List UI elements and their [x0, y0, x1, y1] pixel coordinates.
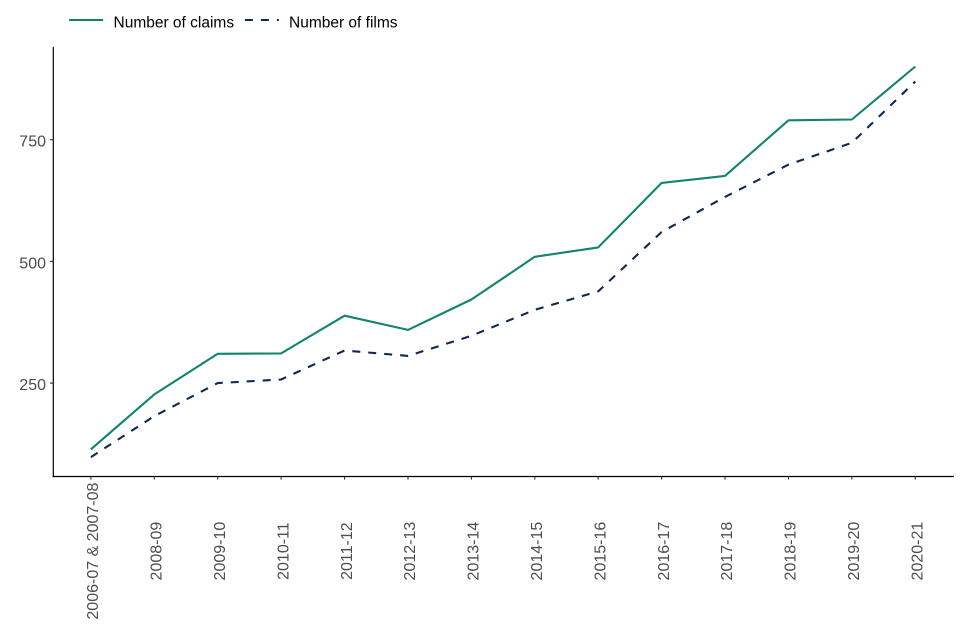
svg-text:2010-11: 2010-11	[275, 522, 292, 580]
svg-text:2013-14: 2013-14	[466, 522, 483, 581]
svg-text:2020-21: 2020-21	[910, 522, 927, 581]
svg-text:2006-07 & 2007-08: 2006-07 & 2007-08	[85, 482, 102, 619]
svg-text:500: 500	[19, 255, 46, 272]
svg-text:2011-12: 2011-12	[339, 522, 356, 580]
svg-text:2018-19: 2018-19	[783, 522, 800, 581]
svg-text:2019-20: 2019-20	[846, 522, 863, 581]
svg-text:2014-15: 2014-15	[529, 522, 546, 581]
svg-text:2016-17: 2016-17	[656, 522, 673, 581]
svg-text:2012-13: 2012-13	[402, 522, 419, 581]
svg-text:2017-18: 2017-18	[719, 522, 736, 581]
svg-text:750: 750	[19, 134, 46, 151]
svg-text:Number of claims: Number of claims	[114, 14, 235, 31]
svg-text:Number of films: Number of films	[289, 14, 398, 31]
svg-text:2015-16: 2015-16	[592, 522, 609, 581]
svg-text:2009-10: 2009-10	[212, 522, 229, 581]
svg-text:250: 250	[19, 377, 46, 394]
svg-text:2008-09: 2008-09	[149, 522, 166, 581]
